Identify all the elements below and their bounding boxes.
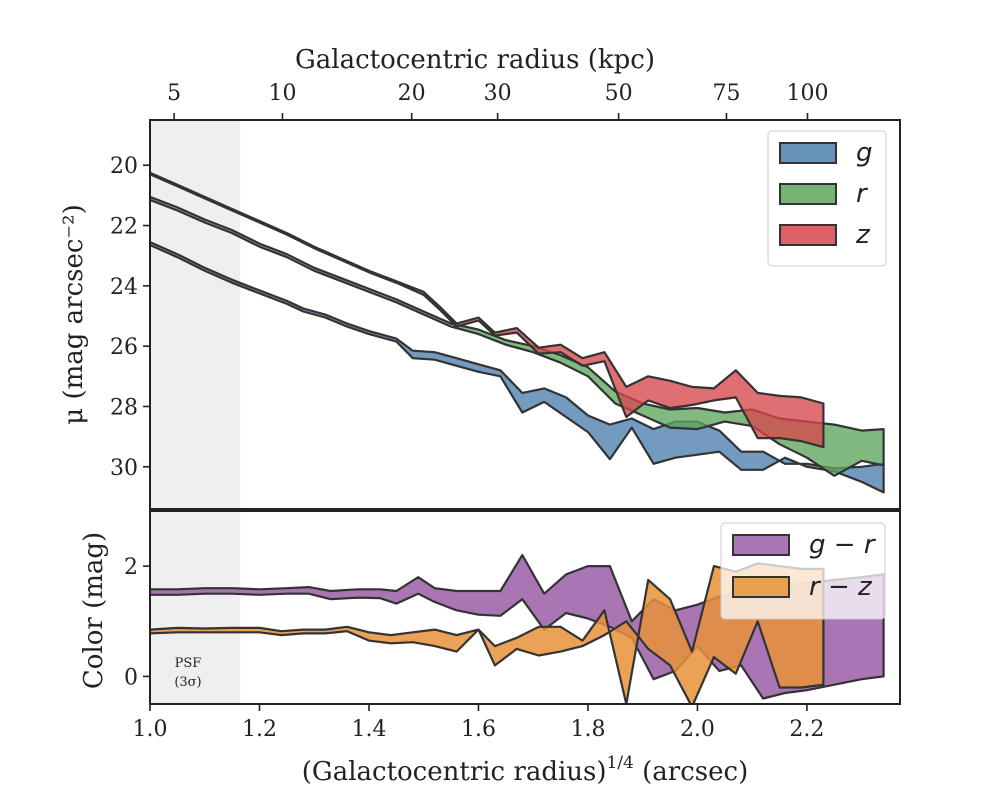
x-tick-label: 1.0 xyxy=(133,717,168,742)
legend-label: g − r xyxy=(809,530,877,560)
kpc-tick-label: 50 xyxy=(605,81,633,106)
top-y-axis-title: μ (mag arcsec⁻²) xyxy=(59,204,89,424)
psf-annotation-label: PSF xyxy=(175,656,202,671)
bottom-x-axis-title: (Galactocentric radius)1/4 (arcsec) xyxy=(302,753,748,787)
x-tick-label: 2.0 xyxy=(680,717,715,742)
legend-label: r − z xyxy=(809,572,873,602)
top-plot-frame xyxy=(149,119,901,510)
series-band-r xyxy=(150,195,885,477)
kpc-tick-label: 100 xyxy=(786,81,828,106)
y-tick-label: 20 xyxy=(110,154,138,179)
psf-region xyxy=(150,120,241,509)
top-y-ticks: 20 22 24 26 28 30 xyxy=(110,154,150,481)
x-tick-label: 1.8 xyxy=(570,717,605,742)
y-tick-label: 28 xyxy=(110,395,138,420)
color-series xyxy=(150,553,885,704)
surface-brightness-panel: 20 22 24 26 28 30 5 10 20 30 50 75 100 Galactocentr… xyxy=(59,45,901,510)
legend-swatch xyxy=(779,224,837,246)
y-tick-label: 0 xyxy=(124,665,138,690)
legend-swatch xyxy=(732,576,790,598)
top-legend: grz xyxy=(767,130,887,267)
bottom-legend: g − r r − z xyxy=(720,522,886,620)
legend-swatch xyxy=(779,183,837,205)
y-tick-label: 30 xyxy=(110,456,138,481)
series-band-z xyxy=(150,171,825,449)
kpc-tick-label: 10 xyxy=(268,81,296,106)
bottom-y-axis-title: Color (mag) xyxy=(79,532,109,689)
kpc-tick-label: 30 xyxy=(484,81,512,106)
x-tick-label: 1.4 xyxy=(351,717,386,742)
top-x-axis-title: Galactocentric radius (kpc) xyxy=(295,45,655,75)
top-kpc-ticks: 5 10 20 30 50 75 100 xyxy=(167,81,828,120)
legend-swatch xyxy=(779,142,837,164)
legend-label: g xyxy=(856,138,873,168)
legend-label: r xyxy=(856,179,869,209)
legend-swatch xyxy=(732,534,790,556)
color-panel: 02 1.0 1.2 1.4 1.6 1.8 2.0 2.2 Color (mag) (Ga… xyxy=(79,510,901,787)
series-band-g xyxy=(150,241,885,494)
kpc-tick-label: 20 xyxy=(398,81,426,106)
y-tick-label: 24 xyxy=(110,275,138,300)
kpc-tick-label: 75 xyxy=(712,81,740,106)
bottom-y-ticks: 02 xyxy=(124,555,150,690)
bottom-x-ticks: 1.0 1.2 1.4 1.6 1.8 2.0 2.2 xyxy=(133,704,824,742)
surface-brightness-series xyxy=(150,171,885,494)
kpc-tick-label: 5 xyxy=(167,81,181,106)
y-tick-label: 26 xyxy=(110,335,138,360)
bottom-plot-frame xyxy=(149,510,901,705)
x-tick-label: 2.2 xyxy=(789,717,824,742)
y-tick-label: 2 xyxy=(124,555,138,580)
x-tick-label: 1.6 xyxy=(461,717,496,742)
psf-region-bottom xyxy=(150,511,241,704)
series-band-rz xyxy=(150,562,825,704)
x-tick-label: 1.2 xyxy=(242,717,277,742)
y-tick-label: 22 xyxy=(110,215,138,240)
psf-annotation-sigma: (3σ) xyxy=(174,675,201,690)
legend-label: z xyxy=(855,220,871,250)
series-band-gr xyxy=(150,553,885,700)
